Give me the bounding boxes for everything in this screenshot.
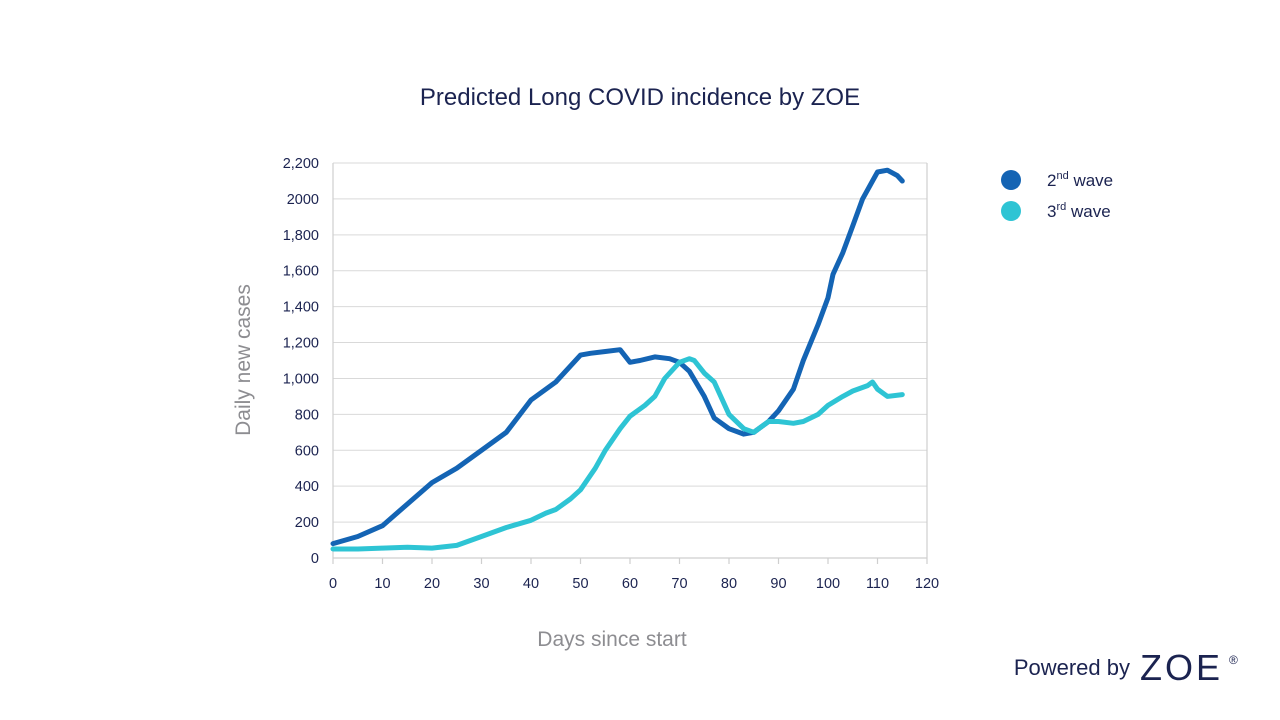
y-tick-label: 1,400 [283,300,319,316]
legend-label: 3rd wave [1047,201,1111,221]
y-tick-label: 200 [295,515,319,531]
registered-mark: ® [1229,653,1238,667]
series-line-third-wave [330,356,905,552]
x-tick-label: 120 [915,576,939,592]
x-tick-label: 70 [671,576,687,592]
y-tick-label: 1,800 [283,228,319,244]
x-tick-label: 0 [329,576,337,592]
x-tick-label: 20 [424,576,440,592]
series-line-second-wave [330,167,905,547]
zoe-branding: Powered by ZOE ® [1014,647,1238,688]
x-tick-label: 60 [622,576,638,592]
axes [332,163,928,564]
x-tick-label: 80 [721,576,737,592]
series-lines [330,167,905,552]
zoe-logo: ZOE [1140,647,1223,688]
powered-by-text: Powered by [1014,655,1130,680]
legend-marker [1001,201,1021,221]
chart-title: Predicted Long COVID incidence by ZOE [420,84,860,111]
x-tick-label: 30 [473,576,489,592]
x-tick-label: 90 [770,576,786,592]
y-axis-title: Daily new cases [232,284,255,436]
y-tick-label: 1,200 [283,336,319,352]
legend: 2nd wave 3rd wave [1001,170,1113,221]
y-tick-label: 600 [295,443,319,459]
x-tick-label: 50 [572,576,588,592]
y-axis-tick-labels: 0 200 400 600 800 1,000 1,200 1,400 1,600 1,800 20… [283,156,319,567]
y-tick-label: 1,000 [283,371,319,387]
y-tick-label: 0 [311,551,319,567]
x-tick-label: 40 [523,576,539,592]
y-tick-label: 2,200 [283,156,319,172]
x-tick-label: 110 [866,576,889,592]
legend-label: 2nd wave [1047,170,1113,190]
x-tick-label: 10 [374,576,390,592]
grid-lines [333,162,927,523]
x-axis-tick-labels: 0 10 20 30 40 50 60 70 80 90 100 110 120 [329,576,939,592]
legend-marker [1001,170,1021,190]
y-tick-label: 2000 [287,192,319,208]
x-axis-title: Days since start [537,628,687,651]
y-tick-label: 400 [295,479,319,495]
y-tick-label: 1,600 [283,264,319,280]
y-tick-label: 800 [295,407,319,423]
x-tick-label: 100 [816,576,840,592]
